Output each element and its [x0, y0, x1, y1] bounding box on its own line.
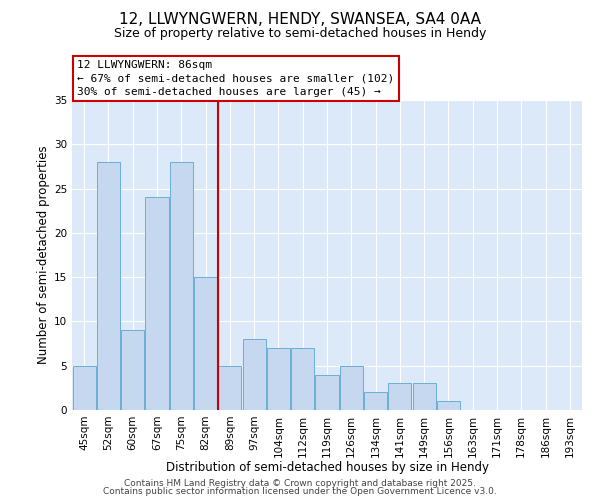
Text: 12, LLWYNGWERN, HENDY, SWANSEA, SA4 0AA: 12, LLWYNGWERN, HENDY, SWANSEA, SA4 0AA: [119, 12, 481, 28]
Bar: [218, 366, 241, 410]
Bar: [364, 392, 387, 410]
Bar: [267, 348, 290, 410]
Bar: [413, 384, 436, 410]
Bar: [194, 277, 217, 410]
Text: 12 LLWYNGWERN: 86sqm
← 67% of semi-detached houses are smaller (102)
30% of semi: 12 LLWYNGWERN: 86sqm ← 67% of semi-detac…: [77, 60, 394, 97]
Text: Contains HM Land Registry data © Crown copyright and database right 2025.: Contains HM Land Registry data © Crown c…: [124, 478, 476, 488]
Bar: [242, 339, 266, 410]
Bar: [340, 366, 363, 410]
Bar: [170, 162, 193, 410]
Bar: [437, 401, 460, 410]
Bar: [388, 384, 412, 410]
Bar: [145, 198, 169, 410]
Text: Size of property relative to semi-detached houses in Hendy: Size of property relative to semi-detach…: [114, 28, 486, 40]
Bar: [121, 330, 144, 410]
Bar: [316, 374, 338, 410]
Bar: [291, 348, 314, 410]
Bar: [97, 162, 120, 410]
X-axis label: Distribution of semi-detached houses by size in Hendy: Distribution of semi-detached houses by …: [166, 461, 488, 474]
Bar: [73, 366, 95, 410]
Y-axis label: Number of semi-detached properties: Number of semi-detached properties: [37, 146, 50, 364]
Text: Contains public sector information licensed under the Open Government Licence v3: Contains public sector information licen…: [103, 487, 497, 496]
